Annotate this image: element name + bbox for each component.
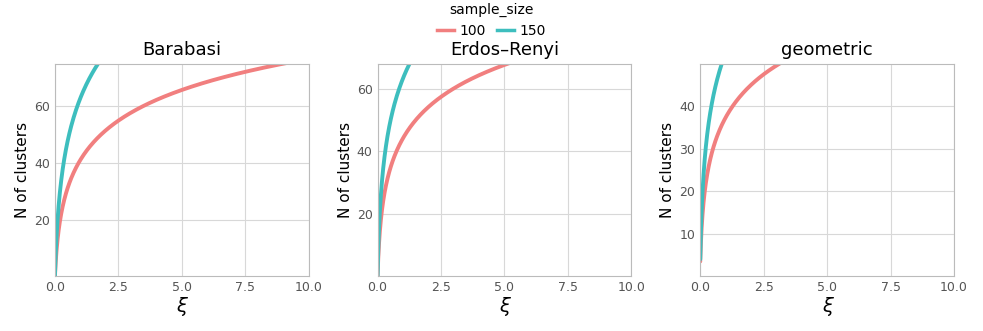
- Y-axis label: N of clusters: N of clusters: [15, 122, 30, 218]
- Y-axis label: N of clusters: N of clusters: [338, 122, 353, 218]
- X-axis label: ξ: ξ: [499, 297, 510, 316]
- Y-axis label: N of clusters: N of clusters: [661, 122, 675, 218]
- X-axis label: ξ: ξ: [822, 297, 833, 316]
- Title: Barabasi: Barabasi: [143, 41, 221, 60]
- Title: geometric: geometric: [781, 41, 873, 60]
- X-axis label: ξ: ξ: [176, 297, 187, 316]
- Title: Erdos–Renyi: Erdos–Renyi: [450, 41, 559, 60]
- Legend: 100, 150: 100, 150: [432, 0, 551, 43]
